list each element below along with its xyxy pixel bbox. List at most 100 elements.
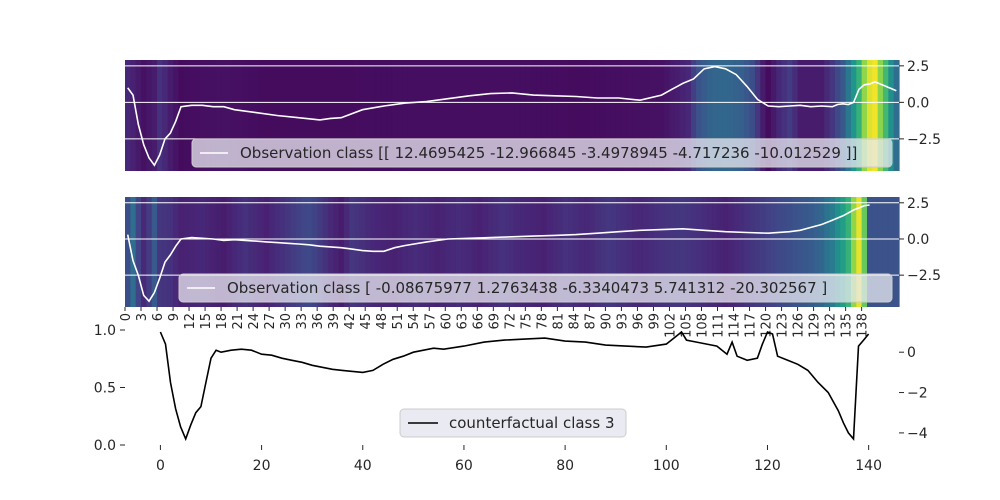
heatmap-cell (893, 197, 900, 307)
heatmap-cell (322, 197, 329, 307)
right-y-tick-label: 0 (907, 345, 916, 361)
heatmap-cell (482, 197, 489, 307)
counterfactual-panel: 0.0 0.5 1.0 0 −2 −4 0 20 40 60 80 100 120 140 counterf… (94, 323, 928, 474)
x-tick-label: 111 (712, 313, 727, 338)
heatmap-cell (552, 197, 558, 307)
heatmap-cell (872, 197, 879, 307)
heatmap-cell (135, 60, 142, 171)
heatmap-cell (407, 60, 414, 171)
heatmap-cell (258, 197, 265, 307)
heatmap-cell (167, 60, 174, 171)
heatmap-cell (445, 197, 452, 307)
heatmap-cell (834, 60, 841, 171)
heatmap-cell (343, 197, 350, 307)
heatmap-cell (717, 60, 724, 171)
heatmap-cell (514, 60, 521, 171)
x-tick-label: 60 (439, 313, 454, 330)
heatmap-cell (397, 197, 404, 307)
heatmap-cell (461, 60, 468, 171)
heatmap-cell (151, 197, 158, 307)
x-tick-label: 123 (776, 313, 791, 338)
heatmap-cell (856, 197, 863, 307)
heatmap-cell (338, 60, 345, 171)
x-tick-label: 39 (327, 313, 342, 330)
heatmap-cell (199, 197, 206, 307)
heatmap-cell (215, 60, 222, 171)
heatmap-cell (135, 197, 142, 307)
heatmap-cell (706, 60, 713, 171)
heatmap-cell (648, 60, 655, 171)
heatmap-cell (792, 60, 799, 171)
heatmap-cell (162, 60, 169, 171)
heatmap-cell (386, 197, 393, 307)
heatmap-cell (274, 197, 281, 307)
heatmap-cell (365, 197, 372, 307)
heatmap-cell (850, 197, 857, 307)
heatmap-cell (786, 197, 793, 307)
heatmap-cell (253, 60, 260, 171)
x-tick-label: 80 (556, 458, 574, 474)
x-tick-label: 51 (391, 313, 406, 330)
heatmap-cell (845, 197, 852, 307)
heatmap-cell (349, 60, 356, 171)
heatmap-cell (487, 197, 494, 307)
heatmap-cell (178, 197, 185, 307)
heatmap-cell (776, 197, 783, 307)
heatmap-cell (557, 197, 564, 307)
y-tick-label: 0.0 (907, 95, 929, 111)
heatmap-cell (461, 197, 468, 307)
heatmap-cell (439, 197, 446, 307)
heatmap-cell (733, 60, 740, 171)
heatmap-cell (786, 60, 793, 171)
heatmap-cell (573, 197, 580, 307)
heatmap-cell (877, 197, 884, 307)
heatmap-cell (744, 197, 751, 307)
heatmap-cell (434, 60, 441, 171)
heatmap-cell (520, 60, 526, 171)
x-tick-label: 9 (167, 313, 182, 321)
right-y-tick-label: −4 (907, 426, 928, 442)
heatmap-cell (258, 60, 265, 171)
heatmap-cell (765, 197, 772, 307)
x-tick-label: 96 (631, 313, 646, 330)
heatmap-cell (146, 60, 153, 171)
heatmap-cell (701, 60, 708, 171)
heatmap-cell (365, 60, 372, 171)
heatmap-cell (594, 197, 601, 307)
heatmap-cell (616, 197, 623, 307)
x-tick-label: 108 (695, 313, 710, 338)
heatmap-cell (674, 197, 681, 307)
heatmap-cell (626, 60, 633, 171)
heatmap-cell (536, 197, 542, 307)
heatmap-cell (562, 60, 569, 171)
x-tick-label: 45 (359, 313, 374, 330)
heatmap-cell (194, 60, 201, 171)
heatmap-cell (642, 60, 649, 171)
x-tick-label: 21 (231, 313, 246, 330)
heatmap-cell (589, 60, 596, 171)
heatmap-cell (205, 197, 212, 307)
heatmap-cell (354, 60, 361, 171)
heatmap-cell (877, 60, 884, 171)
heatmap-cell (621, 60, 628, 171)
heatmap-cell (509, 197, 516, 307)
left-y-tick-label: 0.0 (94, 438, 116, 454)
heatmap-cell (322, 60, 329, 171)
heatmap-cell (728, 60, 735, 171)
left-y-tick-label: 1.0 (94, 323, 116, 339)
heatmap-cell (621, 197, 628, 307)
heatmap-cell (301, 197, 308, 307)
heatmap-cell (413, 60, 420, 171)
heatmap-cell (680, 197, 687, 307)
heatmap-cell (802, 60, 809, 171)
heatmap-cell (295, 60, 302, 171)
heatmap-cell (194, 197, 201, 307)
heatmap-cell (162, 197, 169, 307)
heatmap-cell (888, 197, 895, 307)
heatmap-cell (840, 60, 847, 171)
heatmap-cell (317, 60, 324, 171)
heatmap-cell (546, 60, 553, 171)
heatmap-cell (653, 197, 660, 307)
observation-line (126, 204, 870, 303)
heatmap-cell (685, 197, 692, 307)
